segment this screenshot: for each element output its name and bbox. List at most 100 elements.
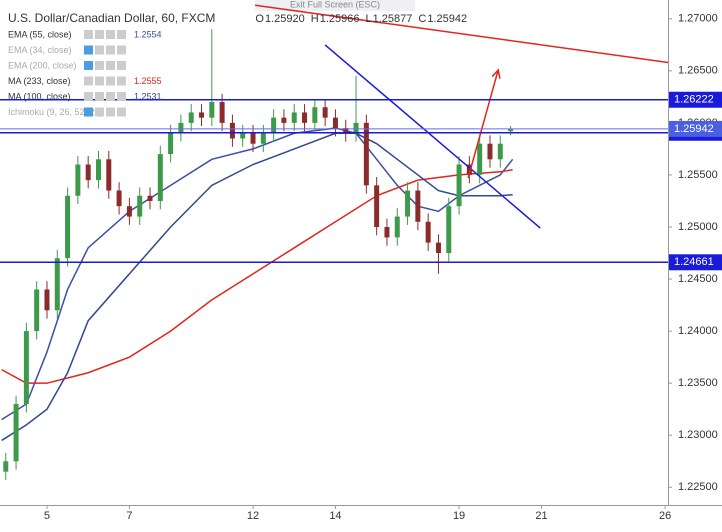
candle-body — [168, 133, 174, 155]
candle-body — [106, 159, 112, 191]
y-tick-label: 1.24000 — [678, 325, 718, 337]
y-tick-label: 1.24500 — [678, 273, 718, 285]
ohlc-value: 1.25920 — [265, 13, 305, 25]
ohlc-label: C — [418, 13, 426, 25]
candle-body — [508, 129, 514, 132]
candle-body — [477, 143, 483, 175]
x-tick-label: 19 — [453, 510, 465, 522]
chart-title: U.S. Dollar/Canadian Dollar, 60, FXCM — [8, 11, 215, 25]
candle-body — [229, 122, 235, 139]
candle-body — [394, 216, 400, 238]
candle-body — [446, 206, 452, 254]
y-tick-label: 1.27000 — [678, 13, 718, 25]
x-tick-label: 21 — [535, 510, 547, 522]
y-tick-label: 1.26500 — [678, 65, 718, 77]
legend-name-hidden: Ichimoku (9, 26, 52, 26) — [8, 107, 103, 117]
y-tick-label: 1.23000 — [678, 429, 718, 441]
toolbar[interactable] — [255, 0, 415, 11]
candle-body — [137, 195, 143, 217]
legend-button[interactable] — [106, 92, 115, 101]
candle-body — [147, 195, 153, 201]
candle-body — [456, 164, 462, 207]
candle-body — [384, 226, 390, 238]
legend-button[interactable] — [117, 107, 126, 117]
price-label: 1.24661 — [674, 256, 714, 268]
candle-body — [312, 107, 318, 123]
legend-button[interactable] — [106, 30, 115, 39]
legend-button[interactable] — [106, 61, 115, 70]
candle-body — [178, 122, 184, 134]
candle-body — [260, 133, 266, 144]
legend-button[interactable] — [117, 45, 126, 55]
legend-value: 1.2555 — [134, 76, 162, 86]
candle-body — [85, 164, 91, 181]
legend-button[interactable] — [106, 76, 115, 86]
y-tick-label: 1.25500 — [678, 169, 718, 181]
line — [1, 168, 513, 384]
ohlc-label: O — [255, 13, 264, 25]
legend-button[interactable] — [84, 107, 93, 117]
line — [1, 132, 513, 442]
ohlc-label: H — [311, 13, 319, 25]
y-tick-label: 1.22500 — [678, 481, 718, 493]
candle-body — [3, 461, 9, 472]
x-tick-label: 7 — [126, 510, 132, 522]
candle-body — [65, 195, 71, 259]
legend-button[interactable] — [84, 30, 93, 39]
candle-body — [415, 190, 421, 222]
candle-body — [332, 117, 338, 129]
candle-body — [497, 143, 503, 160]
candle-body — [116, 190, 122, 207]
candle-body — [271, 117, 277, 134]
candle-body — [44, 289, 50, 311]
candle-body — [425, 221, 431, 243]
legend-button[interactable] — [95, 92, 104, 101]
ohlc-value: 1.25966 — [320, 13, 360, 25]
candle-body — [240, 133, 246, 139]
line — [324, 44, 541, 229]
candle-body — [322, 107, 328, 118]
legend-value: 1.2554 — [134, 29, 162, 39]
candle-body — [54, 258, 60, 311]
legend-button[interactable] — [84, 92, 93, 101]
candle-body — [95, 159, 101, 181]
last-price-box — [669, 120, 722, 137]
legend-button[interactable] — [117, 92, 126, 101]
legend-button[interactable] — [84, 45, 93, 55]
legend-button[interactable] — [117, 61, 126, 70]
candle-body — [209, 102, 215, 118]
legend-button[interactable] — [84, 61, 93, 70]
candle-body — [466, 164, 472, 175]
candle-body — [188, 112, 194, 123]
candle-body — [219, 102, 225, 123]
x-tick-label: 26 — [659, 510, 671, 522]
legend-value: 1.2531 — [134, 91, 162, 101]
legend-name: MA (100, close) — [8, 91, 71, 101]
candle-body — [199, 112, 205, 118]
legend-name: EMA (55, close) — [8, 29, 72, 39]
candle-body — [23, 331, 29, 404]
legend-button[interactable] — [84, 76, 93, 86]
legend-button[interactable] — [117, 76, 126, 86]
y-tick-label: 1.23500 — [678, 377, 718, 389]
legend-name-hidden: EMA (200, close) — [8, 60, 77, 70]
legend-button[interactable] — [95, 107, 104, 117]
legend-button[interactable] — [95, 61, 104, 70]
x-tick-label: 12 — [247, 510, 259, 522]
legend-button[interactable] — [95, 76, 104, 86]
x-tick-label: 14 — [329, 510, 341, 522]
candle-body — [343, 128, 349, 134]
legend-button[interactable] — [106, 107, 115, 117]
legend-button[interactable] — [95, 45, 104, 55]
last-price-label: 1.25942 — [674, 123, 714, 135]
exit-fullscreen[interactable]: Exit Full Screen (ESC) — [290, 0, 380, 9]
y-tick-label: 1.25000 — [678, 221, 718, 233]
legend-button[interactable] — [106, 45, 115, 55]
candle-body — [363, 122, 369, 186]
legend-button[interactable] — [117, 30, 126, 39]
candle-body — [487, 143, 493, 160]
legend-button[interactable] — [95, 30, 104, 39]
legend-name-hidden: EMA (34, close) — [8, 45, 72, 55]
